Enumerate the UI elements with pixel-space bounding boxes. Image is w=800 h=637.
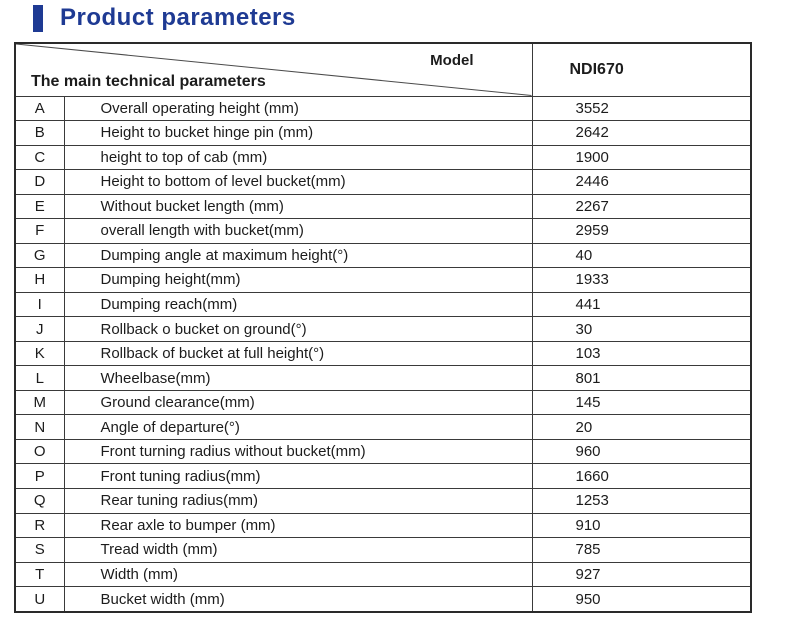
row-value-cell: 2267	[531, 193, 752, 220]
row-parameter-cell: Dumping reach(mm)	[63, 291, 533, 318]
table-row: C height to top of cab (mm) 1900	[14, 144, 752, 171]
row-letter-cell: J	[14, 316, 65, 342]
row-letter-cell: M	[14, 389, 65, 416]
row-letter-cell: N	[14, 414, 65, 440]
row-parameter-cell: Front turning radius without bucket(mm)	[63, 438, 533, 465]
row-value-cell: 801	[531, 365, 752, 391]
row-value-cell: 927	[531, 561, 752, 588]
row-parameter-cell: Front tuning radius(mm)	[63, 463, 533, 489]
table-row: R Rear axle to bumper (mm) 910	[14, 512, 752, 539]
row-letter-cell: P	[14, 463, 65, 489]
row-letter-cell: K	[14, 340, 65, 367]
row-letter-cell: G	[14, 242, 65, 269]
row-letter-cell: F	[14, 218, 65, 244]
row-value-cell: 30	[531, 316, 752, 342]
table-row: E Without bucket length (mm) 2267	[14, 193, 752, 220]
table-row: P Front tuning radius(mm) 1660	[14, 463, 752, 489]
table-row: L Wheelbase(mm) 801	[14, 365, 752, 391]
table-row: I Dumping reach(mm) 441	[14, 291, 752, 318]
table-row: S Tread width (mm) 785	[14, 537, 752, 563]
row-parameter-cell: Angle of departure(°)	[63, 414, 533, 440]
row-letter-cell: T	[14, 561, 65, 588]
row-parameter-cell: Wheelbase(mm)	[63, 365, 533, 391]
row-letter-cell: R	[14, 512, 65, 539]
row-letter-cell: D	[14, 169, 65, 195]
row-letter-cell: A	[14, 95, 65, 122]
page-title-row: Product parameters	[33, 4, 296, 32]
header-model-value: NDI670	[531, 42, 752, 97]
row-value-cell: 103	[531, 340, 752, 367]
table-row: F overall length with bucket(mm) 2959	[14, 218, 752, 244]
row-value-cell: 950	[531, 586, 752, 613]
row-value-cell: 960	[531, 438, 752, 465]
row-value-cell: 40	[531, 242, 752, 269]
row-letter-cell: C	[14, 144, 65, 171]
row-value-cell: 2642	[531, 120, 752, 146]
row-parameter-cell: Rear tuning radius(mm)	[63, 488, 533, 514]
row-parameter-cell: height to top of cab (mm)	[63, 144, 533, 171]
row-value-cell: 20	[531, 414, 752, 440]
row-letter-cell: B	[14, 120, 65, 146]
row-parameter-cell: Height to bottom of level bucket(mm)	[63, 169, 533, 195]
table-row: U Bucket width (mm) 950	[14, 586, 752, 613]
row-parameter-cell: Rollback o bucket on ground(°)	[63, 316, 533, 342]
table-row: N Angle of departure(°) 20	[14, 414, 752, 440]
header-model-label: Model	[430, 52, 474, 69]
row-letter-cell: I	[14, 291, 65, 318]
row-letter-cell: S	[14, 537, 65, 563]
row-letter-cell: E	[14, 193, 65, 220]
row-parameter-cell: Rear axle to bumper (mm)	[63, 512, 533, 539]
row-value-cell: 1253	[531, 488, 752, 514]
table-row: O Front turning radius without bucket(mm…	[14, 438, 752, 465]
row-value-cell: 785	[531, 537, 752, 563]
row-parameter-cell: Dumping height(mm)	[63, 267, 533, 293]
row-value-cell: 3552	[531, 95, 752, 122]
title-accent-bar-icon	[33, 4, 43, 32]
row-value-cell: 441	[531, 291, 752, 318]
table-row: D Height to bottom of level bucket(mm) 2…	[14, 169, 752, 195]
row-letter-cell: Q	[14, 488, 65, 514]
row-parameter-cell: Dumping angle at maximum height(°)	[63, 242, 533, 269]
parameters-table: Model The main technical parameters NDI6…	[14, 42, 752, 613]
table-row: B Height to bucket hinge pin (mm) 2642	[14, 120, 752, 146]
row-value-cell: 910	[531, 512, 752, 539]
row-value-cell: 2446	[531, 169, 752, 195]
row-parameter-cell: overall length with bucket(mm)	[63, 218, 533, 244]
table-row: J Rollback o bucket on ground(°) 30	[14, 316, 752, 342]
row-value-cell: 1900	[531, 144, 752, 171]
table-header-row: Model The main technical parameters NDI6…	[14, 42, 752, 97]
row-parameter-cell: Height to bucket hinge pin (mm)	[63, 120, 533, 146]
header-diagonal-cell: Model The main technical parameters	[14, 42, 533, 97]
row-value-cell: 2959	[531, 218, 752, 244]
row-parameter-cell: Bucket width (mm)	[63, 586, 533, 613]
table-row: T Width (mm) 927	[14, 561, 752, 588]
page-title: Product parameters	[60, 4, 296, 31]
row-parameter-cell: Width (mm)	[63, 561, 533, 588]
row-value-cell: 1933	[531, 267, 752, 293]
row-value-cell: 1660	[531, 463, 752, 489]
row-parameter-cell: Tread width (mm)	[63, 537, 533, 563]
row-value-cell: 145	[531, 389, 752, 416]
table-row: H Dumping height(mm) 1933	[14, 267, 752, 293]
table-row: G Dumping angle at maximum height(°) 40	[14, 242, 752, 269]
table-row: A Overall operating height (mm) 3552	[14, 95, 752, 122]
table-row: K Rollback of bucket at full height(°) 1…	[14, 340, 752, 367]
row-parameter-cell: Ground clearance(mm)	[63, 389, 533, 416]
header-left-label: The main technical parameters	[31, 72, 266, 90]
table-row: M Ground clearance(mm) 145	[14, 389, 752, 416]
row-parameter-cell: Overall operating height (mm)	[63, 95, 533, 122]
diagonal-divider-line	[16, 44, 532, 96]
row-letter-cell: U	[14, 586, 65, 613]
table-row: Q Rear tuning radius(mm) 1253	[14, 488, 752, 514]
row-parameter-cell: Rollback of bucket at full height(°)	[63, 340, 533, 367]
row-parameter-cell: Without bucket length (mm)	[63, 193, 533, 220]
row-letter-cell: L	[14, 365, 65, 391]
row-letter-cell: H	[14, 267, 65, 293]
row-letter-cell: O	[14, 438, 65, 465]
